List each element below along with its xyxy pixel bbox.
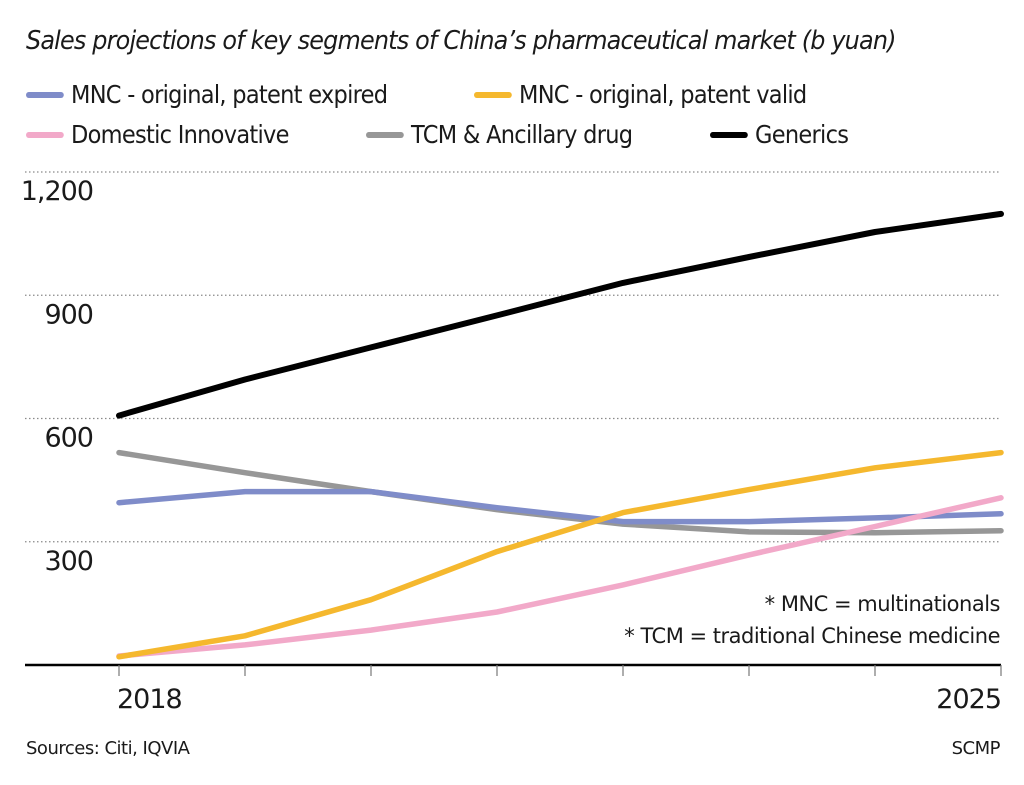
legend-swatch-tcm — [366, 131, 404, 138]
legend-item-mnc-valid: MNC - original, patent valid — [474, 80, 807, 109]
annotation-mnc: * MNC = multinationals — [764, 592, 1001, 616]
legend-swatch-domestic-innovative — [26, 131, 64, 138]
credit: SCMP — [951, 738, 1001, 759]
legend-label: Generics — [755, 120, 849, 149]
legend-swatch-mnc-expired — [26, 91, 64, 98]
series-line-generics — [116, 210, 1004, 419]
y-tick-label: 1,200 — [21, 176, 93, 207]
y-tick-label: 600 — [44, 423, 93, 454]
series-line-mnc-original-patent-expired — [116, 488, 1004, 525]
legend-item-generics: Generics — [710, 120, 849, 149]
legend-item-domestic-innovative: Domestic Innovative — [26, 120, 289, 149]
x-tick-label: 2018 — [117, 684, 182, 715]
legend-item-tcm: TCM & Ancillary drug — [366, 120, 633, 149]
legend-label: Domestic Innovative — [71, 120, 289, 149]
source-note: Sources: Citi, IQVIA — [26, 738, 190, 759]
series-line-domestic-innovative — [116, 495, 1004, 659]
y-tick-label: 900 — [44, 299, 93, 330]
y-tick-label: 300 — [44, 546, 93, 577]
chart-title: Sales projections of key segments of Chi… — [26, 26, 897, 56]
x-tick-label: 2025 — [936, 684, 1001, 715]
legend-label: MNC - original, patent expired — [71, 80, 388, 109]
series-line-mnc-original-patent-valid — [116, 449, 1004, 660]
legend-label: TCM & Ancillary drug — [411, 120, 633, 149]
legend-swatch-mnc-valid — [474, 91, 512, 98]
legend-item-mnc-expired: MNC - original, patent expired — [26, 80, 388, 109]
legend-label: MNC - original, patent valid — [519, 80, 807, 109]
legend-swatch-generics — [710, 131, 748, 138]
annotation-tcm: * TCM = traditional Chinese medicine — [624, 624, 1000, 648]
